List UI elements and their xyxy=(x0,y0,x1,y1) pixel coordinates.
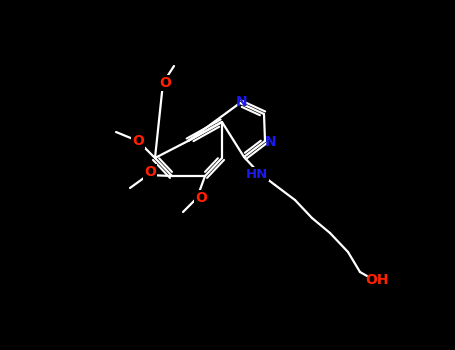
Text: O: O xyxy=(159,76,171,90)
Text: OH: OH xyxy=(365,273,389,287)
Text: O: O xyxy=(144,165,156,179)
Text: O: O xyxy=(195,191,207,205)
Text: O: O xyxy=(132,134,144,148)
Text: N: N xyxy=(236,95,248,109)
Text: N: N xyxy=(265,135,277,149)
Text: HN: HN xyxy=(246,168,268,181)
